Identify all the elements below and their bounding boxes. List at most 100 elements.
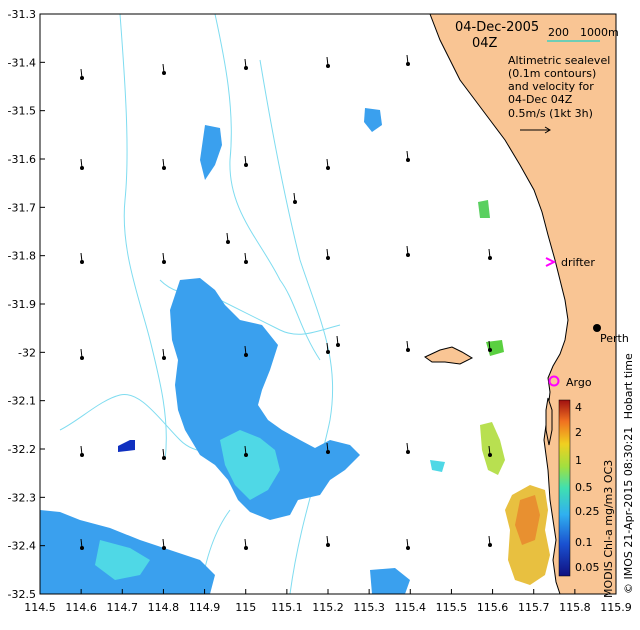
velocity-arrow-tail bbox=[226, 232, 229, 243]
hobart-time: Hobart time bbox=[622, 353, 635, 419]
drifter-marker bbox=[545, 257, 557, 267]
x-tick-label: 115.4 bbox=[395, 601, 427, 614]
colorbar-tick-label: 2 bbox=[575, 426, 582, 439]
y-tick-label: -31.9 bbox=[8, 298, 36, 311]
depth-1000-label: 1000m bbox=[580, 26, 619, 39]
velocity-arrow-tail bbox=[336, 335, 339, 346]
y-tick-label: -31.4 bbox=[8, 56, 36, 69]
scale-arrow-head bbox=[544, 126, 551, 134]
chl-patches-mid bbox=[95, 430, 445, 580]
legend-line-1: Altimetric sealevel bbox=[508, 54, 610, 67]
y-tick-label: -32 bbox=[18, 346, 36, 359]
x-tick-label: 115.5 bbox=[436, 601, 468, 614]
velocity-arrow-tail bbox=[244, 155, 247, 166]
x-tick-label: 115.2 bbox=[312, 601, 344, 614]
perth-label: Perth bbox=[600, 332, 629, 345]
y-tick-label: -31.8 bbox=[8, 250, 36, 263]
velocity-arrow-tail bbox=[326, 442, 329, 453]
x-tick-label: 115.1 bbox=[271, 601, 303, 614]
x-tick-label: 115.3 bbox=[353, 601, 385, 614]
y-tick-label: -32.1 bbox=[8, 395, 36, 408]
map-date: 04-Dec-2005 bbox=[455, 20, 539, 35]
y-tick-label: -32.3 bbox=[8, 491, 36, 504]
y-tick-label: -32.5 bbox=[8, 588, 36, 601]
legend-line-2: (0.1m contours) bbox=[508, 67, 596, 80]
garden-island bbox=[545, 397, 553, 446]
velocity-arrow-tail bbox=[244, 445, 247, 456]
velocity-arrow-tail bbox=[244, 252, 247, 263]
velocity-arrow-tail bbox=[488, 445, 491, 456]
velocity-arrow-tail bbox=[80, 348, 83, 359]
colorbar bbox=[558, 399, 571, 577]
velocity-arrow-tail bbox=[406, 442, 409, 453]
velocity-arrow-tail bbox=[488, 248, 491, 259]
velocity-arrow-tail bbox=[293, 192, 296, 203]
velocity-arrow-tail bbox=[326, 535, 329, 546]
colorbar-tick-label: 0.25 bbox=[575, 505, 600, 518]
rottnest-island bbox=[424, 346, 474, 365]
velocity-arrows bbox=[80, 54, 492, 550]
colorbar-tick-label: 0.5 bbox=[575, 481, 593, 494]
y-tick-label: -31.7 bbox=[8, 201, 36, 214]
velocity-arrow-tail bbox=[162, 252, 165, 263]
y-tick-label: -31.3 bbox=[8, 8, 36, 21]
map-time: 04Z bbox=[472, 36, 498, 51]
velocity-arrow-tail bbox=[326, 56, 329, 67]
velocity-arrow-tail bbox=[162, 538, 165, 549]
velocity-arrow-tail bbox=[406, 54, 409, 65]
x-tick-label: 114.6 bbox=[65, 601, 97, 614]
velocity-arrow-tail bbox=[488, 535, 491, 546]
x-tick-label: 115.6 bbox=[477, 601, 509, 614]
velocity-arrow-tail bbox=[244, 58, 247, 69]
velocity-arrow-tail bbox=[406, 340, 409, 351]
chl-patches-high bbox=[118, 200, 550, 585]
x-tick-label: 115.9 bbox=[600, 601, 632, 614]
x-tick-label: 115 bbox=[235, 601, 256, 614]
velocity-arrow-tail bbox=[406, 150, 409, 161]
argo-label: Argo bbox=[566, 376, 592, 389]
colorbar-tick-label: 4 bbox=[575, 401, 582, 414]
velocity-arrow-tail bbox=[326, 248, 329, 259]
credit-text: © IMOS 21-Apr-2015 08:30:21 Hobart time bbox=[622, 353, 635, 594]
y-tick-label: -32.2 bbox=[8, 443, 36, 456]
x-tick-label: 114.9 bbox=[189, 601, 221, 614]
x-axis: 114.5 114.6 114.7 114.8 114.9 115 115.1 115.2 11… bbox=[24, 589, 632, 614]
velocity-arrow-tail bbox=[406, 538, 409, 549]
velocity-arrow-tail bbox=[406, 245, 409, 256]
velocity-arrow-tail bbox=[326, 158, 329, 169]
velocity-arrow-tail bbox=[162, 158, 165, 169]
perth-marker bbox=[593, 324, 601, 332]
x-tick-label: 115.7 bbox=[518, 601, 550, 614]
velocity-arrow-tail bbox=[162, 348, 165, 359]
velocity-arrow-tail bbox=[80, 158, 83, 169]
argo-marker bbox=[548, 375, 560, 387]
colorbar-tick-label: 0.1 bbox=[575, 536, 593, 549]
velocity-arrow-tail bbox=[80, 538, 83, 549]
legend-line-3: and velocity for bbox=[508, 80, 594, 93]
y-tick-label: -32.4 bbox=[8, 540, 36, 553]
velocity-arrow-tail bbox=[80, 445, 83, 456]
velocity-arrow-tail bbox=[244, 538, 247, 549]
y-tick-label: -31.5 bbox=[8, 105, 36, 118]
velocity-arrow-tail bbox=[80, 68, 83, 79]
x-tick-label: 114.5 bbox=[24, 601, 56, 614]
colorbar-ticks: 4 2 1 0.5 0.25 0.1 0.05 bbox=[575, 401, 600, 574]
velocity-arrow-tail bbox=[488, 340, 491, 351]
x-tick-label: 115.8 bbox=[559, 601, 591, 614]
velocity-arrow-tail bbox=[326, 342, 329, 353]
velocity-arrow-tail bbox=[244, 345, 247, 356]
y-axis: -31.3 -31.4 -31.5 -31.6 -31.7 -31.8 -31.9 -32 -3… bbox=[8, 8, 45, 601]
x-tick-label: 114.8 bbox=[148, 601, 180, 614]
x-tick-label: 114.7 bbox=[107, 601, 139, 614]
y-tick-label: -31.6 bbox=[8, 153, 36, 166]
credit-value: © IMOS 21-Apr-2015 08:30:21 bbox=[622, 427, 635, 594]
velocity-arrow-tail bbox=[162, 63, 165, 74]
legend-line-4: 04-Dec 04Z bbox=[508, 93, 573, 106]
velocity-arrow-tail bbox=[80, 252, 83, 263]
colorbar-title: MODIS Chl-a mg/m3 OC3 bbox=[602, 460, 615, 598]
colorbar-tick-label: 1 bbox=[575, 454, 582, 467]
velocity-arrow-tail bbox=[162, 448, 165, 459]
drifter-label: drifter bbox=[561, 256, 595, 269]
colorbar-tick-label: 0.05 bbox=[575, 561, 600, 574]
